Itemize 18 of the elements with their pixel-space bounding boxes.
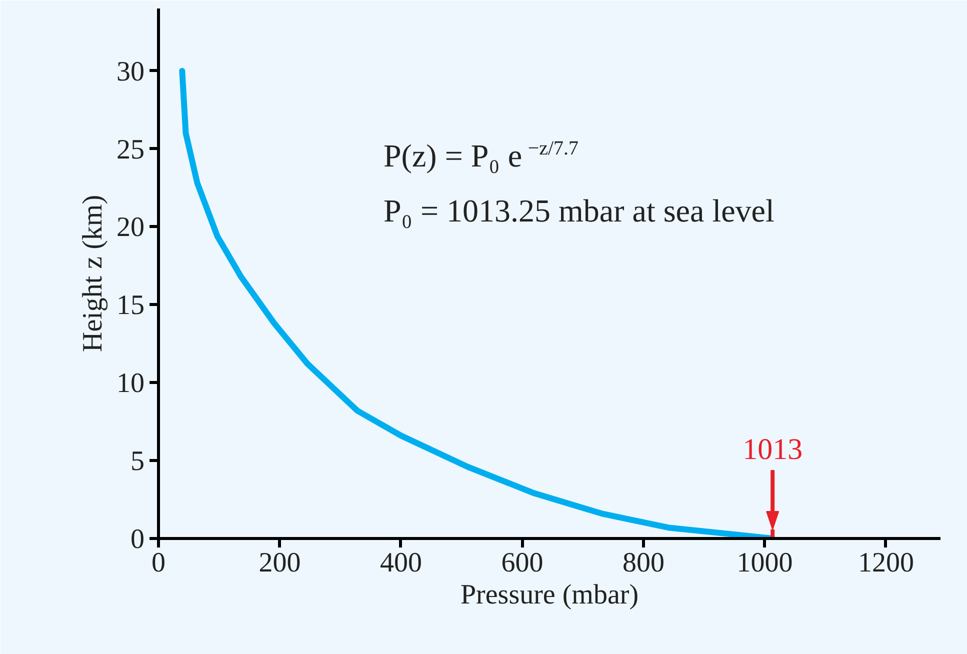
y-tick-label: 0 (130, 524, 144, 555)
y-axis-title: Height z (km) (78, 194, 108, 352)
x-tick-label: 0 (152, 548, 166, 578)
x-tick-label: 800 (622, 548, 664, 578)
y-tick-label: 10 (116, 368, 144, 400)
ref-line-label: 1013 (742, 433, 803, 466)
x-tick-label: 1000 (736, 548, 793, 578)
y-tick-label: 5 (130, 446, 144, 478)
y-tick-label: 20 (116, 212, 144, 244)
y-tick-label: 30 (116, 56, 144, 88)
x-tick-label: 1200 (858, 548, 914, 578)
x-tick-label: 200 (258, 548, 301, 578)
x-tick-label: 600 (501, 548, 544, 578)
x-tick-label: 400 (380, 548, 422, 578)
y-tick-label: 25 (116, 134, 144, 166)
y-tick-label: 15 (116, 290, 144, 322)
x-axis-title: Pressure (mbar) (460, 580, 639, 610)
annotation: P₀ = 1013.25 mbar at sea level (384, 192, 774, 228)
